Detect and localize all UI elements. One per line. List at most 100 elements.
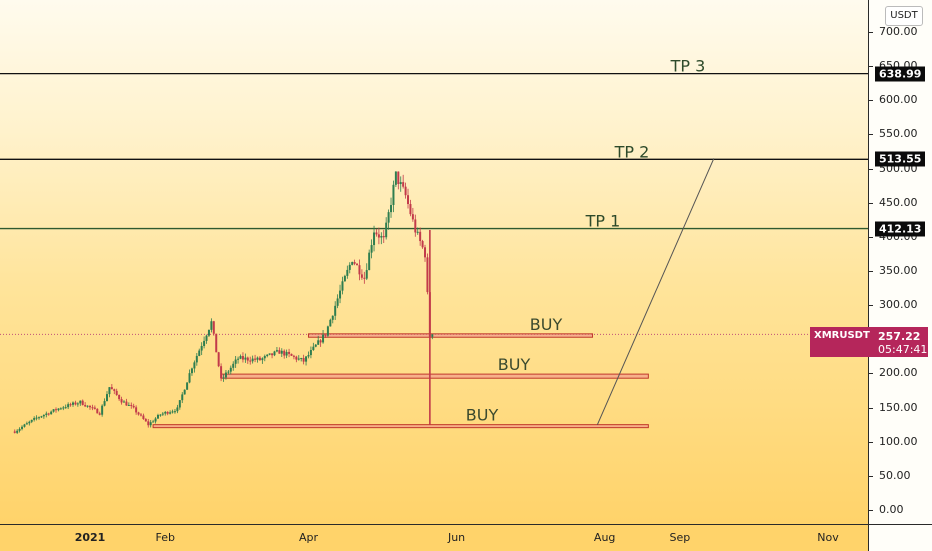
candle-body	[98, 413, 101, 415]
level-price-tag: 412.13	[875, 221, 926, 237]
candle-body	[203, 340, 206, 346]
candle-body	[161, 413, 164, 415]
candle-body	[232, 363, 235, 368]
candle-body	[421, 241, 424, 248]
candle-body	[390, 204, 393, 213]
candle-body	[348, 264, 351, 270]
time-tick-label: Sep	[669, 531, 691, 544]
candle-body	[110, 387, 113, 390]
candle-body	[263, 356, 266, 359]
candle-body	[28, 421, 31, 424]
candle-body	[188, 373, 191, 383]
price-tick-label: 300.00	[879, 298, 918, 312]
candle-body	[292, 355, 295, 357]
candle-body	[144, 419, 147, 422]
candle-body	[115, 390, 118, 396]
candle-body	[244, 357, 247, 360]
candle-body	[280, 350, 283, 354]
projection-line	[596, 158, 715, 425]
price-axis[interactable]: USDT 700.00650.00600.00550.00500.00450.0…	[868, 0, 932, 524]
candle-body	[105, 394, 108, 402]
candle-body	[47, 413, 50, 415]
candle-body	[69, 404, 72, 406]
candle-body	[193, 362, 196, 369]
symbol-label: XMRUSDT	[814, 330, 870, 341]
candle-body	[154, 418, 157, 422]
candle-body	[329, 319, 332, 327]
candle-body	[288, 351, 291, 354]
candle-body	[135, 407, 138, 413]
candle-body	[186, 382, 189, 390]
currency-label[interactable]: USDT	[885, 6, 923, 26]
candle-body	[239, 356, 242, 359]
candle-body	[363, 277, 366, 279]
candle-body	[283, 350, 286, 356]
candle-body	[322, 334, 325, 343]
time-axis[interactable]: 2021 Feb Apr Jun Aug Sep Nov	[0, 524, 868, 551]
candle-body	[183, 389, 186, 395]
candle-body	[84, 405, 87, 407]
candle-body	[173, 411, 176, 413]
candle-body	[397, 171, 400, 185]
buy-zone[interactable]	[220, 373, 649, 379]
candle-body	[38, 417, 41, 419]
candle-body	[152, 421, 155, 423]
chart-plot-area[interactable]: TP 3 TP 2 TP 1 BUY BUY BUY	[0, 0, 868, 524]
price-tick-label: 600.00	[879, 93, 918, 107]
candle-body	[195, 355, 198, 363]
candle-body	[178, 400, 181, 408]
candle-body	[295, 356, 298, 360]
price-candles	[13, 171, 434, 435]
candle-body	[130, 404, 133, 406]
candle-body	[431, 334, 434, 337]
candle-body	[139, 414, 142, 416]
candle-body	[52, 409, 55, 412]
current-price-badge: XMRUSDT 257.22 05:47:41	[810, 327, 928, 357]
projection-arrow[interactable]	[596, 158, 715, 425]
candle-body	[402, 182, 405, 187]
time-tick-label: Nov	[817, 531, 839, 544]
candle-body	[416, 231, 419, 233]
candle-body	[103, 401, 106, 406]
candle-body	[207, 329, 210, 336]
candle-body	[266, 354, 269, 357]
price-tick-mark	[869, 134, 873, 136]
candle-body	[25, 423, 28, 425]
price-tick-mark	[869, 202, 873, 204]
candle-body	[351, 262, 354, 265]
candle-body	[91, 407, 94, 409]
candle-body	[132, 405, 135, 408]
candle-body	[278, 350, 281, 354]
candle-body	[273, 351, 276, 356]
candle-body	[21, 426, 24, 429]
price-tick-label: 700.00	[879, 25, 918, 38]
candle-body	[317, 340, 320, 345]
candle-body	[385, 222, 388, 238]
price-tick-label: 200.00	[879, 366, 918, 380]
candle-body	[120, 399, 123, 403]
candle-body	[96, 408, 99, 414]
candle-body	[93, 407, 96, 409]
candle-body	[79, 400, 82, 404]
buy-zone[interactable]	[152, 424, 649, 429]
candle-body	[40, 416, 43, 418]
candle-body	[137, 412, 140, 415]
candle-body	[198, 350, 201, 356]
candle-body	[353, 262, 356, 264]
price-tick-mark	[869, 100, 873, 102]
candle-body	[159, 414, 162, 416]
price-tick-mark	[869, 510, 873, 511]
candle-body	[237, 358, 240, 360]
candle-countdown: 05:47:41	[878, 343, 928, 356]
candle-body	[365, 270, 368, 279]
candle-body	[256, 357, 259, 360]
candle-body	[382, 236, 385, 238]
candle-body	[339, 290, 342, 299]
candle-body	[290, 353, 293, 356]
time-tick-label: Feb	[155, 531, 175, 544]
candle-body	[33, 417, 36, 420]
candle-body	[50, 411, 53, 415]
candle-body	[62, 407, 65, 409]
time-tick-label: Apr	[298, 531, 318, 544]
buy-zone[interactable]	[307, 333, 594, 338]
